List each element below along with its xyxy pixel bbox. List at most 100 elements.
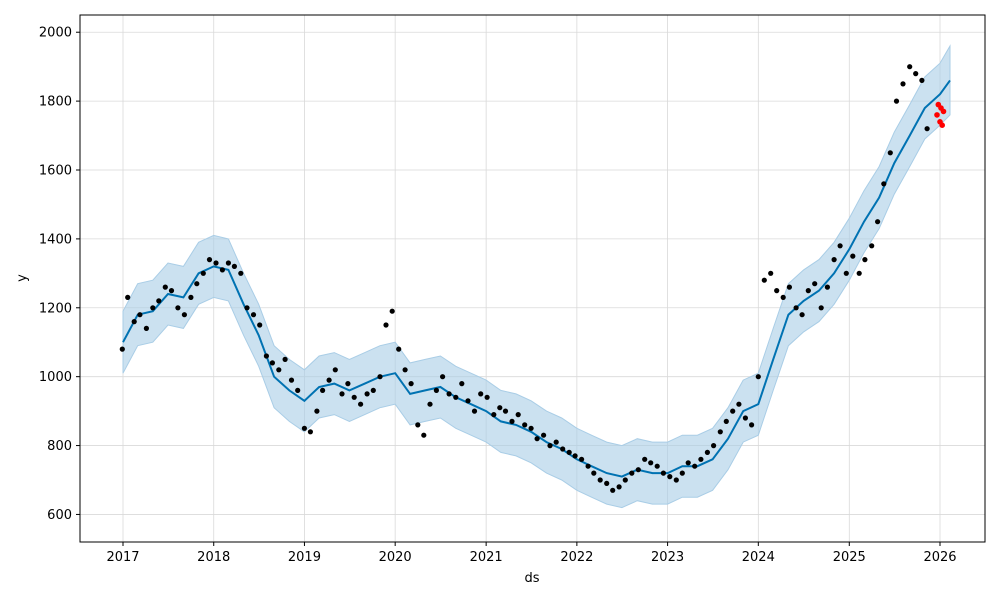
recent-forecast-point [939,122,945,128]
observed-point [799,312,805,318]
observed-point [547,443,553,449]
observed-point [358,401,364,407]
observed-point [269,360,275,366]
observed-point [913,71,919,77]
observed-point [364,391,370,397]
observed-point [396,346,402,352]
x-tick-label: 2017 [106,550,139,565]
observed-point [150,305,156,311]
observed-point [250,312,257,318]
observed-point [881,181,887,187]
observed-point [383,322,389,328]
observed-point [824,284,831,290]
x-tick-label: 2025 [833,550,866,565]
observed-point [194,281,200,287]
observed-point [887,150,893,156]
observed-point [673,477,679,483]
observed-point [339,391,345,397]
x-tick-label: 2023 [651,550,684,565]
observed-point [389,308,395,314]
observed-point [370,387,376,393]
observed-point [143,325,149,331]
observed-point [698,456,704,462]
observed-point [465,398,471,404]
y-tick-label: 1000 [39,370,72,385]
observed-point [427,401,433,407]
observed-point [402,367,408,373]
observed-point [805,288,811,294]
observed-point [648,460,654,466]
observed-point [453,394,459,400]
observed-point [566,449,572,455]
observed-point [119,346,125,352]
observed-point [219,267,225,273]
y-tick-label: 2000 [39,26,72,41]
x-tick-label: 2026 [923,550,956,565]
observed-point [869,243,875,249]
observed-point [831,257,837,263]
observed-point [200,270,206,276]
x-tick-label: 2020 [379,550,412,565]
observed-point [326,377,332,383]
observed-point [616,484,622,490]
observed-point [875,219,881,225]
observed-point [768,270,774,276]
observed-point [604,480,610,486]
observed-point [314,408,320,414]
observed-point [907,64,913,70]
x-tick-label: 2024 [742,550,775,565]
observed-point [856,270,862,276]
observed-point [534,436,540,442]
x-axis-ticks: 2017 2018 2019 2020 2021 2022 2023 2024 2025 2026 [106,542,957,565]
observed-point [711,443,717,449]
observed-point [900,81,906,87]
y-tick-label: 1400 [39,232,72,247]
observed-point [591,470,597,476]
observed-point [667,474,673,480]
observed-point [276,367,282,373]
observed-point [585,463,591,469]
observed-point [509,418,515,424]
observed-point [528,425,534,431]
observed-point [213,260,219,266]
observed-point [541,432,547,438]
observed-point [780,294,786,300]
observed-point [610,487,616,493]
observed-point [862,257,868,263]
observed-point [156,298,162,304]
plot-frame [79,14,986,543]
observed-point [181,312,187,318]
observed-point [553,439,559,445]
observed-point [471,408,478,414]
observed-point [459,381,465,387]
x-tick-label: 2021 [470,550,503,565]
observed-point [491,412,497,418]
observed-point [282,356,288,362]
observed-point [749,422,755,428]
observed-point [238,270,244,276]
observed-point [723,418,729,424]
observed-point [168,288,175,294]
observed-point [162,284,168,290]
observed-point [231,263,237,269]
observed-point [295,387,301,393]
y-axis-ticks: 600 800 1000 1200 1400 1600 1800 2000 [39,26,80,523]
observed-point [818,305,824,311]
observed-points [119,64,930,493]
observed-point [263,353,269,359]
observed-point [843,270,849,276]
y-tick-label: 1200 [39,301,72,316]
observed-point [497,405,503,411]
observed-point [793,305,799,311]
observed-point [307,429,313,435]
observed-point [730,408,736,414]
observed-point [421,432,427,438]
observed-point [188,294,194,300]
observed-point [125,294,131,300]
y-tick-label: 600 [47,508,72,523]
observed-point [704,449,711,455]
y-tick-label: 1800 [39,95,72,110]
observed-point [837,243,843,249]
